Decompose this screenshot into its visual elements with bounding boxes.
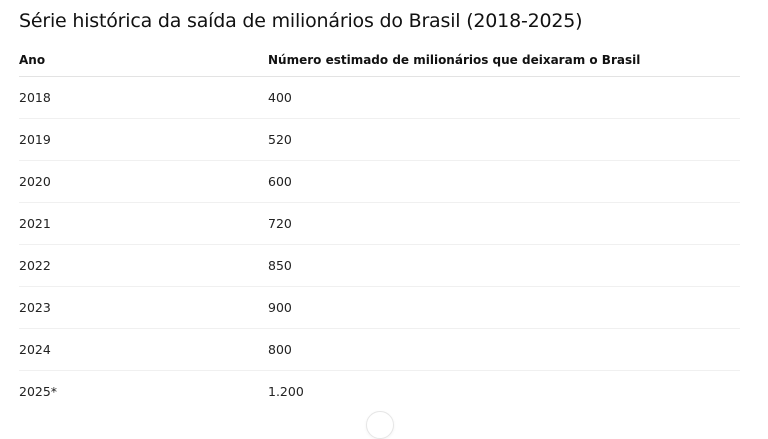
cell-year: 2020 [19,160,268,203]
cell-count: 850 [268,244,740,287]
cell-year: 2023 [19,286,268,329]
data-table: Ano Número estimado de milionários que d… [19,44,740,412]
table-row: 2020 600 [19,160,740,203]
cell-year: 2022 [19,244,268,287]
cell-year: 2021 [19,202,268,245]
table-row: 2018 400 [19,76,740,119]
cell-count: 400 [268,76,740,119]
cell-count: 1.200 [268,384,304,399]
cell-year: 2024 [19,328,268,371]
column-header-year: Ano [19,44,268,77]
page-title: Série histórica da saída de milionários … [19,10,583,32]
table-row: 2025* 1.200 [19,371,740,413]
table-row: 2023 900 [19,286,740,329]
cell-count: 900 [268,286,740,329]
cell-year: 2018 [19,76,268,119]
cell-count: 800 [268,328,740,371]
table-row: 2022 850 [19,244,740,287]
table-row: 2024 800 [19,328,740,371]
cell-count: 720 [268,202,740,245]
scroll-down-button[interactable] [366,411,394,439]
table-header-row: Ano Número estimado de milionários que d… [19,44,740,77]
table-row: 2021 720 [19,202,740,245]
cell-count: 600 [268,160,740,203]
cell-year: 2019 [19,118,268,161]
table-row: 2019 520 [19,118,740,161]
cell-year: 2025* [19,384,58,399]
column-header-count: Número estimado de milionários que deixa… [268,44,740,77]
cell-count: 520 [268,118,740,161]
